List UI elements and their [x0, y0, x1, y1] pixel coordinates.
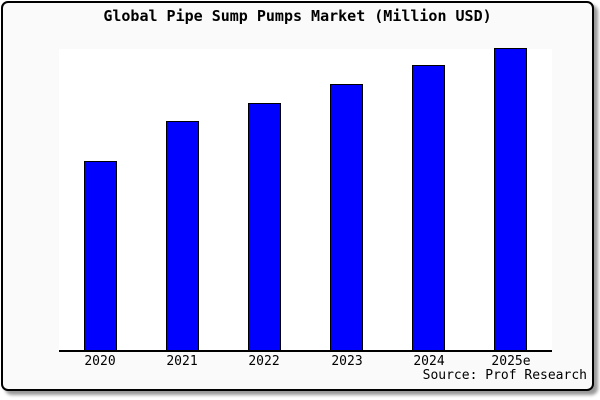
chart-card: Global Pipe Sump Pumps Market (Million U… — [1, 1, 594, 391]
x-axis-ticks: 2020 2021 2022 2023 2024 2025e — [59, 354, 552, 370]
plot-area — [59, 48, 552, 352]
bar-2023 — [330, 84, 363, 350]
x-tick-2022: 2022 — [248, 354, 280, 369]
bar-2020 — [84, 161, 117, 350]
source-credit: Source: Prof Research — [422, 368, 587, 383]
x-tick-2023: 2023 — [331, 354, 363, 369]
x-tick-2021: 2021 — [166, 354, 198, 369]
bar-2022 — [248, 103, 281, 350]
chart-title: Global Pipe Sump Pumps Market (Million U… — [103, 7, 492, 25]
x-tick-2025e: 2025e — [491, 354, 531, 369]
bar-2024 — [412, 65, 445, 350]
bar-2021 — [166, 121, 199, 350]
x-tick-2020: 2020 — [84, 354, 116, 369]
x-tick-2024: 2024 — [413, 354, 445, 369]
bar-2025e — [494, 48, 527, 350]
